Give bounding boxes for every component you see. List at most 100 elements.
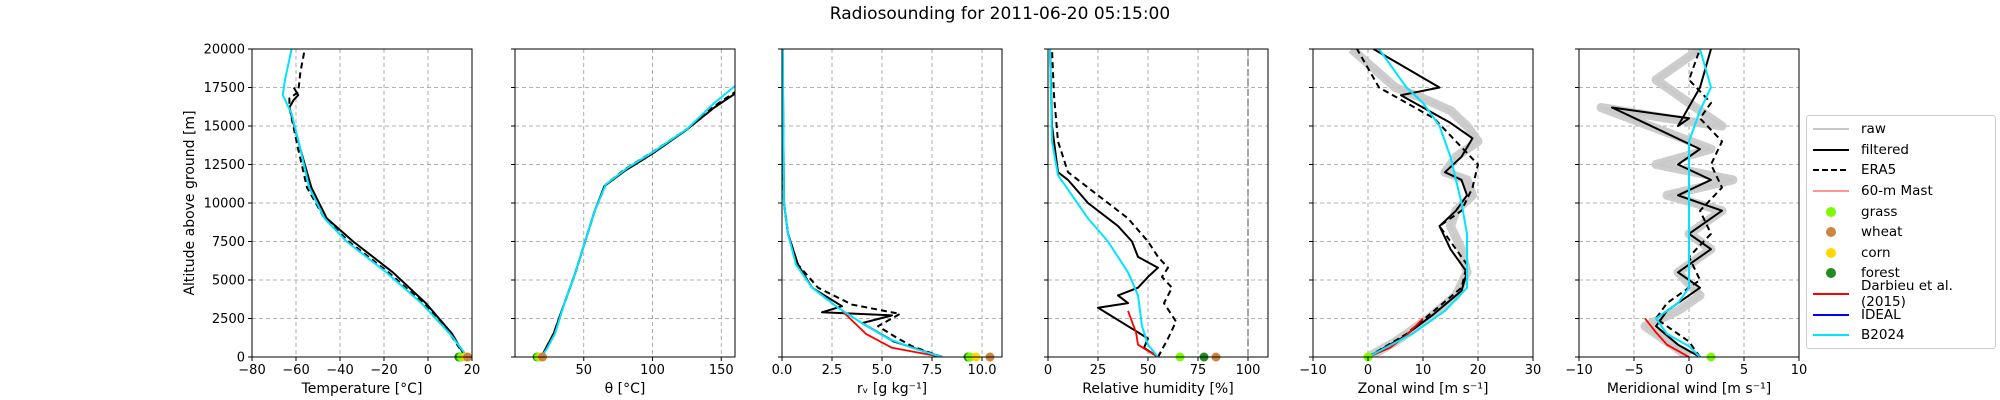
series-filtered	[288, 87, 467, 357]
series-raw	[1600, 49, 1734, 357]
legend-item-filtered: filtered	[1807, 140, 1995, 161]
legend-item-mast: 60-m Mast	[1807, 181, 1995, 202]
legend-label: forest	[1861, 265, 1900, 282]
series-era5	[1051, 49, 1177, 357]
x-tick-label: 10	[1415, 363, 1432, 378]
legend-swatch	[1811, 266, 1851, 280]
legend-item-darbieu: Darbieu et al. (2015)	[1807, 278, 1995, 310]
x-tick-label: 75	[1190, 363, 1207, 378]
legend-swatch	[1811, 328, 1851, 342]
legend-swatch	[1811, 308, 1851, 322]
x-tick-label: 10	[1791, 363, 1808, 378]
axes-frame	[781, 48, 1003, 358]
series-filtered	[1367, 49, 1474, 357]
axes-frame	[251, 48, 473, 358]
legend-swatch	[1811, 143, 1851, 157]
series-filtered	[1611, 49, 1723, 357]
series-b2024	[782, 49, 943, 357]
legend-label: wheat	[1861, 224, 1903, 241]
series-b2024	[1049, 49, 1159, 357]
y-tick-label: 20000	[204, 43, 245, 58]
x-tick-label: 20	[464, 363, 481, 378]
plot-area	[281, 49, 469, 357]
legend-label: B2024	[1861, 327, 1905, 344]
panel-meridional: −10 −5 0 5 10 Meridional wind [m s⁻¹]	[1565, 48, 1808, 397]
legend-item-corn: corn	[1807, 243, 1995, 264]
x-tick-label: 50	[575, 363, 592, 378]
panel-zonal: −10 0 10 20 30 Zonal wind [m s⁻¹]	[1299, 48, 1542, 397]
x-tick-label: 0	[1044, 363, 1052, 378]
legend-swatch	[1811, 246, 1851, 260]
x-tick-label: 0	[424, 363, 432, 378]
legend-item-raw: raw	[1807, 119, 1995, 140]
legend-swatch	[1811, 184, 1851, 198]
series-era5	[541, 91, 735, 357]
legend-label: corn	[1861, 244, 1891, 261]
legend-item-b2024: B2024	[1807, 325, 1995, 346]
plot-area	[1596, 49, 1738, 357]
x-tick-label: 30	[1525, 363, 1542, 378]
plot-area	[1049, 49, 1249, 357]
legend-item-wheat: wheat	[1807, 222, 1995, 243]
legend-label: ERA5	[1861, 162, 1897, 179]
x-axis-label: θ [°C]	[605, 381, 646, 397]
series-b2024	[1367, 49, 1468, 357]
legend-swatch	[1811, 122, 1851, 136]
x-tick-label: 2.5	[822, 363, 843, 378]
figure-title: Radiosounding for 2011-06-20 05:15:00	[829, 4, 1171, 24]
series-filtered	[540, 92, 735, 357]
series-darbieu	[1127, 310, 1159, 357]
plot-area	[540, 85, 735, 357]
x-tick-label: −60	[282, 363, 309, 378]
panel-theta: 50 100 150 θ [°C]	[511, 48, 736, 397]
plot-area	[782, 49, 943, 357]
x-tick-label: 0.0	[772, 363, 793, 378]
x-tick-label: −40	[326, 363, 353, 378]
panel-rv: 0.0 2.5 5.0 7.5 10.0 rᵥ [g kg⁻¹]	[772, 48, 1003, 397]
legend-swatch	[1811, 225, 1851, 239]
legend-item-ideal: IDEAL	[1807, 304, 1995, 325]
x-tick-label: 100	[1236, 363, 1261, 378]
axes-frame	[1047, 48, 1269, 358]
x-tick-label: −5	[1624, 363, 1643, 378]
x-tick-label: 5	[1740, 363, 1748, 378]
x-tick-label: 20	[1470, 363, 1487, 378]
y-tick-label: 10000	[204, 197, 245, 212]
x-tick-label: 10.0	[968, 363, 997, 378]
x-tick-label: −10	[1299, 363, 1326, 378]
y-tick-label: 7500	[212, 235, 245, 250]
y-tick-label: 17500	[204, 81, 245, 96]
x-axis-label: rᵥ [g kg⁻¹]	[857, 381, 927, 397]
x-tick-label: 50	[1140, 363, 1157, 378]
y-tick-label: 15000	[204, 120, 245, 135]
y-tick-label: 2500	[212, 312, 245, 327]
series-era5	[1655, 49, 1723, 357]
legend-item-grass: grass	[1807, 201, 1995, 222]
x-axis-label: Meridional wind [m s⁻¹]	[1607, 381, 1771, 397]
x-tick-label: 100	[640, 363, 665, 378]
series-b2024	[540, 85, 735, 357]
x-tick-label: 5.0	[872, 363, 893, 378]
x-tick-label: 7.5	[922, 363, 943, 378]
series-darbieu	[1644, 317, 1690, 357]
x-axis-label: Zonal wind [m s⁻¹]	[1358, 381, 1489, 397]
y-tick-label: 12500	[204, 158, 245, 173]
x-tick-label: −10	[1565, 363, 1592, 378]
x-tick-label: 25	[1090, 363, 1107, 378]
legend-label: IDEAL	[1861, 306, 1901, 323]
axes-frame	[514, 48, 736, 358]
legend-label: grass	[1861, 203, 1898, 220]
legend: raw filtered ERA5 60-m Mast grass wheat corn fo…	[1806, 115, 1996, 349]
x-tick-label: 0	[1364, 363, 1372, 378]
series-era5	[288, 49, 467, 357]
x-axis-label: Relative humidity [%]	[1082, 381, 1233, 397]
series-b2024	[1655, 49, 1712, 357]
x-tick-label: 150	[709, 363, 734, 378]
series-era5	[1356, 49, 1479, 357]
legend-label: filtered	[1861, 141, 1909, 158]
legend-item-era5: ERA5	[1807, 160, 1995, 181]
legend-label: 60-m Mast	[1861, 183, 1933, 200]
legend-label: raw	[1861, 121, 1886, 138]
